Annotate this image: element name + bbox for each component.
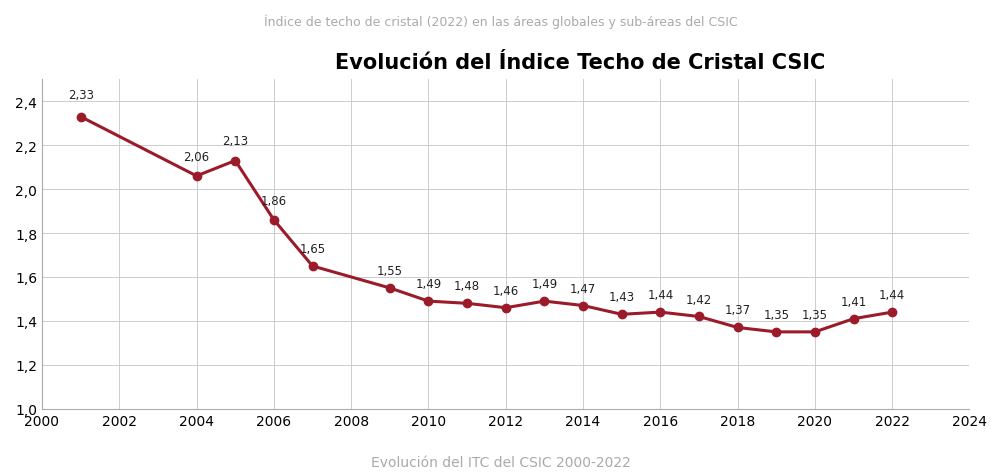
Text: 1,65: 1,65 xyxy=(300,242,326,256)
Text: 1,44: 1,44 xyxy=(647,288,673,301)
Text: 2,33: 2,33 xyxy=(67,89,93,102)
Text: Índice de techo de cristal (2022) en las áreas globales y sub-áreas del CSIC: Índice de techo de cristal (2022) en las… xyxy=(265,14,737,29)
Text: 1,37: 1,37 xyxy=(724,304,750,317)
Text: 1,43: 1,43 xyxy=(608,291,634,304)
Title: Evolución del Índice Techo de Cristal CSIC: Evolución del Índice Techo de Cristal CS… xyxy=(335,53,825,73)
Text: 2,06: 2,06 xyxy=(183,150,209,163)
Text: 1,35: 1,35 xyxy=(802,308,828,321)
Text: 2,13: 2,13 xyxy=(222,135,248,148)
Text: 1,41: 1,41 xyxy=(841,295,867,308)
Text: Evolución del ITC del CSIC 2000-2022: Evolución del ITC del CSIC 2000-2022 xyxy=(371,455,631,469)
Text: 1,35: 1,35 xyxy=(764,308,790,321)
Text: 1,46: 1,46 xyxy=(493,284,519,297)
Text: 1,42: 1,42 xyxy=(685,293,712,306)
Text: 1,44: 1,44 xyxy=(879,288,906,301)
Text: 1,49: 1,49 xyxy=(531,278,557,290)
Text: 1,86: 1,86 xyxy=(261,194,287,207)
Text: 1,47: 1,47 xyxy=(570,282,596,295)
Text: 1,48: 1,48 xyxy=(454,280,480,293)
Text: 1,49: 1,49 xyxy=(415,278,442,290)
Text: 1,55: 1,55 xyxy=(377,264,403,278)
